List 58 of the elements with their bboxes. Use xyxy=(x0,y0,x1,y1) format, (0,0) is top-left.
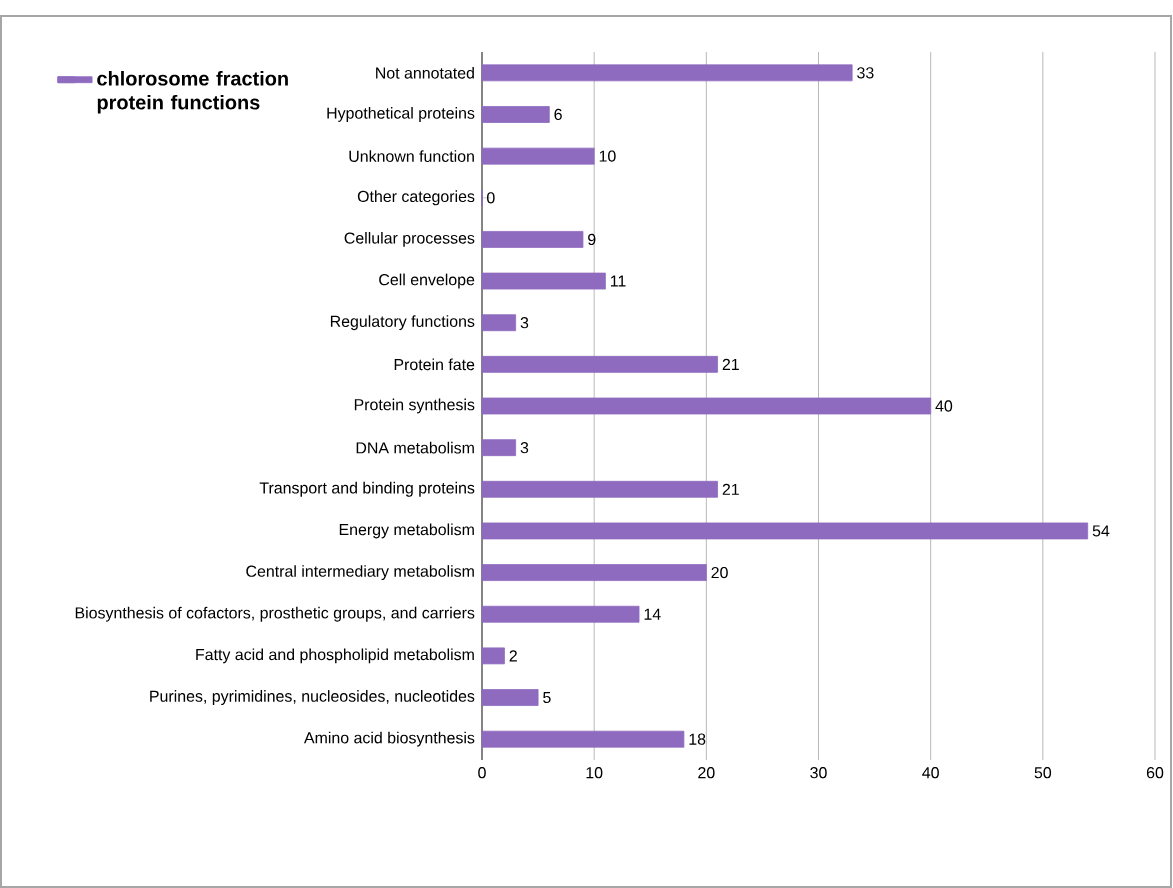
data-label: 11 xyxy=(610,275,626,287)
data-label: 18 xyxy=(689,733,706,745)
y-tick-label: Unknown function xyxy=(349,150,474,162)
x-tick-label: 0 xyxy=(478,767,486,779)
bar xyxy=(481,147,595,165)
data-label: 5 xyxy=(543,691,551,704)
x-tick-label: 20 xyxy=(698,767,715,779)
bar xyxy=(481,564,707,581)
bar xyxy=(481,397,932,415)
data-label: 0 xyxy=(487,192,495,204)
x-tick-label: 10 xyxy=(586,767,603,779)
y-tick-label: Purines, pyrimidines, nucleosides, nucleotides xyxy=(150,690,475,705)
data-label: 6 xyxy=(554,108,562,121)
bar xyxy=(481,272,606,290)
y-tick-label: Regulatory functions xyxy=(330,315,475,331)
legend-label: chlorosome fraction protein functions xyxy=(97,70,288,114)
data-label: 10 xyxy=(599,150,616,162)
data-label: 33 xyxy=(857,67,874,79)
x-tick-label: 30 xyxy=(810,767,827,779)
y-tick-label: Energy metabolism xyxy=(339,523,474,539)
data-label: 54 xyxy=(1092,525,1110,537)
data-label: 40 xyxy=(935,400,953,412)
y-tick-label: DNA metabolism xyxy=(356,441,474,454)
x-tick-label: 50 xyxy=(1034,767,1052,779)
x-tick-label: 40 xyxy=(922,767,939,779)
y-tick-label: Cellular processes xyxy=(344,231,475,247)
bar xyxy=(481,106,550,123)
bar xyxy=(481,730,685,748)
bar xyxy=(481,231,584,248)
x-tick-label: 60 xyxy=(1146,767,1164,779)
bar xyxy=(481,522,1089,540)
y-tick-label: Central intermediary metabolism xyxy=(246,565,474,581)
y-tick-label: Protein fate xyxy=(394,358,475,371)
bar xyxy=(481,64,853,82)
bar xyxy=(481,439,517,457)
y-tick-label: Transport and binding proteins xyxy=(259,481,475,497)
data-label: 21 xyxy=(722,358,739,370)
bar xyxy=(481,355,718,373)
y-tick-label: Not annotated xyxy=(376,66,474,79)
y-tick-label: Amino acid biosynthesis xyxy=(303,731,475,747)
data-label: 2 xyxy=(509,650,517,662)
y-tick-label: Biosynthesis of cofactors, prosthetic groups, and carriers xyxy=(75,606,475,622)
data-label: 20 xyxy=(711,566,728,579)
data-label: 21 xyxy=(722,483,739,495)
bar xyxy=(481,689,539,706)
y-tick-label: Hypothetical proteins xyxy=(327,107,475,122)
bar xyxy=(481,314,517,332)
data-label: 3 xyxy=(520,442,529,454)
data-label: 3 xyxy=(520,317,529,329)
bar xyxy=(481,647,505,665)
y-tick-label: Fatty acid and phospholipid metabolism xyxy=(196,648,474,664)
bar xyxy=(481,605,640,623)
y-tick-label: Cell envelope xyxy=(379,273,475,289)
y-tick-label: Other categories xyxy=(357,190,475,206)
bar xyxy=(481,480,718,498)
data-label: 14 xyxy=(644,608,661,620)
data-label: 9 xyxy=(588,233,596,246)
y-tick-label: Protein synthesis xyxy=(354,398,475,414)
